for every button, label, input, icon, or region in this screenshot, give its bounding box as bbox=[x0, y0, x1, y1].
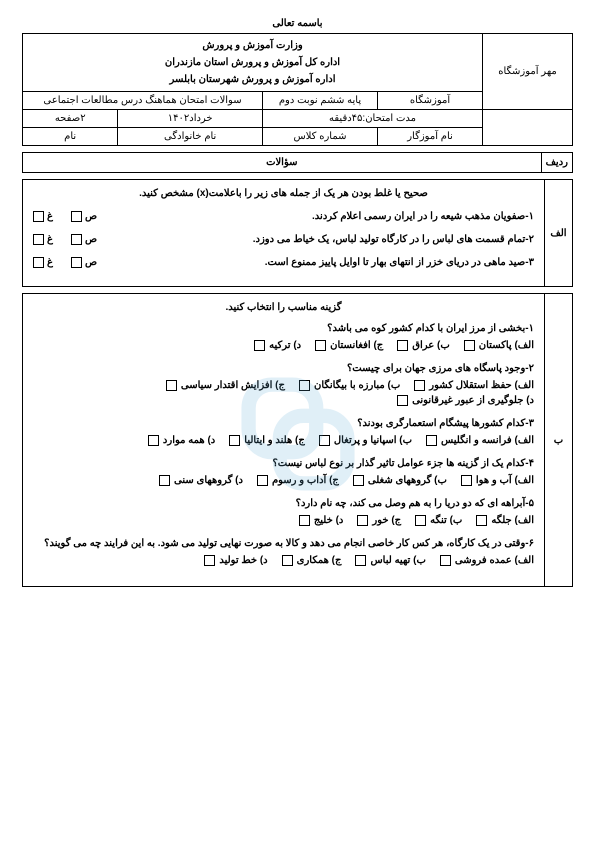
ministry-cell: وزارت آموزش و پرورش اداره کل آموزش و پرو… bbox=[23, 34, 483, 92]
q4-c[interactable]: ج) آداب و رسوم bbox=[257, 475, 339, 486]
date-cell: خرداد۱۴۰۲ bbox=[118, 110, 263, 128]
row-hdr: ردیف bbox=[541, 153, 572, 173]
q4-b[interactable]: ب) گروههای شغلی bbox=[353, 475, 447, 486]
ministry-line3: اداره آموزش و پرورش شهرستان بابلسر bbox=[28, 71, 477, 88]
tf1-true[interactable]: ص bbox=[71, 209, 97, 224]
family-cell: نام خانوادگی bbox=[118, 128, 263, 146]
teacher-cell: نام آموزگار bbox=[378, 128, 483, 146]
ministry-line2: اداره کل آموزش و پرورش استان مازندران bbox=[28, 54, 477, 71]
mc-q5: ۵-آبراهه ای که دو دریا را به هم وصل می ک… bbox=[33, 498, 534, 509]
tf-row-2: ۲-تمام قسمت های لباس را در کارگاه تولید … bbox=[33, 232, 534, 247]
tf3-false[interactable]: غ bbox=[33, 255, 53, 270]
grade-cell: پایه ششم نوبت دوم bbox=[263, 92, 378, 110]
header-table: مهر آموزشگاه وزارت آموزش و پرورش اداره ک… bbox=[22, 33, 573, 146]
group-b: ب گزینه مناسب را انتخاب کنید. ۱-بخشی از … bbox=[22, 293, 573, 587]
class-cell: شماره کلاس bbox=[263, 128, 378, 146]
name-cell: نام bbox=[23, 128, 118, 146]
exam-title-cell: سوالات امتحان هماهنگ درس مطالعات اجتماعی bbox=[23, 92, 263, 110]
tf-q2: ۲-تمام قسمت های لباس را در کارگاه تولید … bbox=[105, 232, 534, 247]
mc-q2: ۲-وجود پاسگاه های مرزی جهان برای چیست؟ bbox=[33, 363, 534, 374]
mc-q3: ۳-کدام کشورها پیشگام استعمارگری بودند؟ bbox=[33, 418, 534, 429]
q5-c[interactable]: ج) خور bbox=[357, 515, 401, 526]
seal-cell: مهر آموزشگاه bbox=[483, 34, 573, 110]
q5-b[interactable]: ب) تنگه bbox=[415, 515, 462, 526]
tf1-false[interactable]: غ bbox=[33, 209, 53, 224]
mc-q4: ۴-کدام یک از گزینه ها جزء عوامل تاثیر گذ… bbox=[33, 458, 534, 469]
q1-d[interactable]: د) ترکیه bbox=[254, 340, 301, 351]
q6-c[interactable]: ج) همکاری bbox=[282, 555, 342, 566]
q6-b[interactable]: ب) تهیه لباس bbox=[355, 555, 425, 566]
tf3-true[interactable]: ص bbox=[71, 255, 97, 270]
q3-d[interactable]: د) همه موارد bbox=[148, 435, 215, 446]
q5-a[interactable]: الف) جلگه bbox=[476, 515, 534, 526]
q4-d[interactable]: د) گروههای سنی bbox=[159, 475, 243, 486]
pages-cell: ۲صفحه bbox=[23, 110, 118, 128]
q3-a[interactable]: الف) فرانسه و انگلیس bbox=[426, 435, 534, 446]
q6-a[interactable]: الف) عمده فروشی bbox=[440, 555, 534, 566]
group-b-label: ب bbox=[544, 294, 572, 586]
school-cell: آموزشگاه bbox=[378, 92, 483, 110]
tf2-true[interactable]: ص bbox=[71, 232, 97, 247]
tf-q3: ۳-صید ماهی در دریای خزر از انتهای بهار ت… bbox=[105, 255, 534, 270]
group-a: الف صحیح یا غلط بودن هر یک از جمله های ز… bbox=[22, 179, 573, 287]
tf-row-3: ۳-صید ماهی در دریای خزر از انتهای بهار ت… bbox=[33, 255, 534, 270]
q1-a[interactable]: الف) پاکستان bbox=[464, 340, 534, 351]
q6-d[interactable]: د) خط تولید bbox=[204, 555, 267, 566]
q5-d[interactable]: د) خلیج bbox=[299, 515, 344, 526]
q2-b[interactable]: ب) مبارزه با بیگانگان bbox=[299, 380, 400, 391]
group-a-label: الف bbox=[544, 180, 572, 286]
q2-a[interactable]: الف) حفظ استقلال کشور bbox=[414, 380, 534, 391]
tf-q1: ۱-صفویان مذهب شیعه را در ایران رسمی اعلا… bbox=[105, 209, 534, 224]
duration-cell: مدت امتحان:۴۵دقیقه bbox=[263, 110, 483, 128]
q-hdr: سؤالات bbox=[23, 153, 542, 173]
mc-q6: ۶-وقتی در یک کارگاه، هر کس کار خاصی انجا… bbox=[33, 538, 534, 549]
group-a-instr: صحیح یا غلط بودن هر یک از جمله های زیر ر… bbox=[33, 188, 534, 199]
q2-d[interactable]: د) جلوگیری از عبور غیرقانونی bbox=[397, 395, 534, 406]
q4-a[interactable]: الف) آب و هوا bbox=[461, 475, 534, 486]
q3-b[interactable]: ب) اسپانیا و پرتغال bbox=[319, 435, 412, 446]
tf-row-1: ۱-صفویان مذهب شیعه را در ایران رسمی اعلا… bbox=[33, 209, 534, 224]
mc-q1: ۱-بخشی از مرز ایران با کدام کشور کوه می … bbox=[33, 323, 534, 334]
bismillah: باسمه تعالی bbox=[22, 18, 573, 29]
group-b-instr: گزینه مناسب را انتخاب کنید. bbox=[33, 302, 534, 313]
q1-c[interactable]: ج) افغانستان bbox=[315, 340, 383, 351]
q1-b[interactable]: ب) عراق bbox=[397, 340, 450, 351]
q3-c[interactable]: ج) هلند و ایتالیا bbox=[229, 435, 305, 446]
ministry-line1: وزارت آموزش و پرورش bbox=[28, 37, 477, 54]
section-header: ردیف سؤالات bbox=[22, 152, 573, 173]
q2-c[interactable]: ج) افزایش اقتدار سیاسی bbox=[166, 380, 285, 391]
tf2-false[interactable]: غ bbox=[33, 232, 53, 247]
